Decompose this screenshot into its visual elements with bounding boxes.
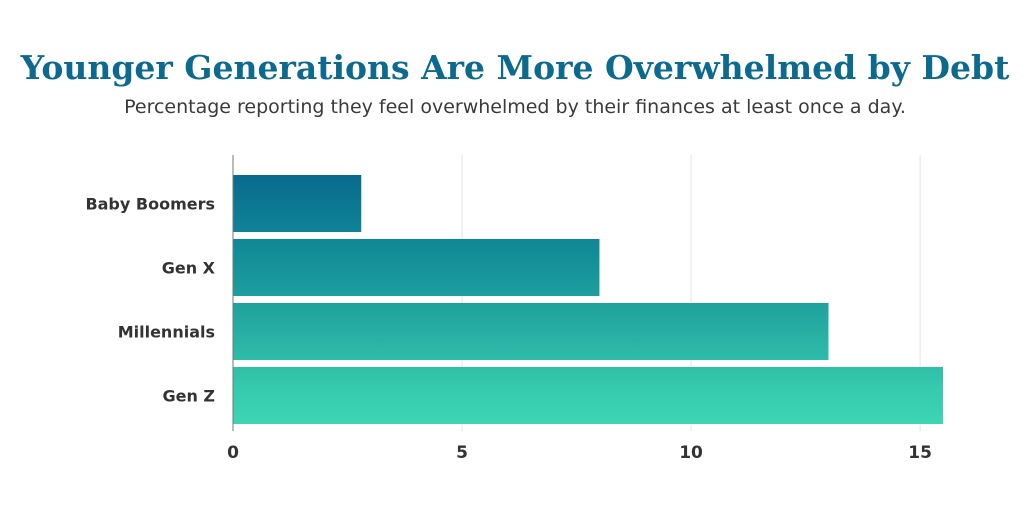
- category-label: Gen Z: [162, 387, 215, 406]
- bars: [233, 175, 943, 424]
- category-label: Gen X: [162, 259, 216, 278]
- bar-gen-x: [233, 239, 600, 296]
- x-tick-label: 5: [456, 443, 468, 463]
- x-tick-label: 10: [679, 443, 703, 463]
- x-tick-label: 15: [908, 443, 932, 463]
- labels: 0 5 10 15 Baby Boomers Gen X Millennials Gen Z: [85, 195, 931, 464]
- bar-gen-z: [233, 367, 943, 424]
- bar-millennials: [233, 303, 829, 360]
- category-label: Millennials: [118, 323, 215, 342]
- bar-baby-boomers: [233, 175, 362, 232]
- category-label: Baby Boomers: [85, 195, 215, 214]
- x-tick-label: 0: [227, 443, 239, 463]
- chart-title: Younger Generations Are More Overwhelmed…: [20, 48, 1010, 87]
- chart-subtitle: Percentage reporting they feel overwhelm…: [124, 96, 906, 118]
